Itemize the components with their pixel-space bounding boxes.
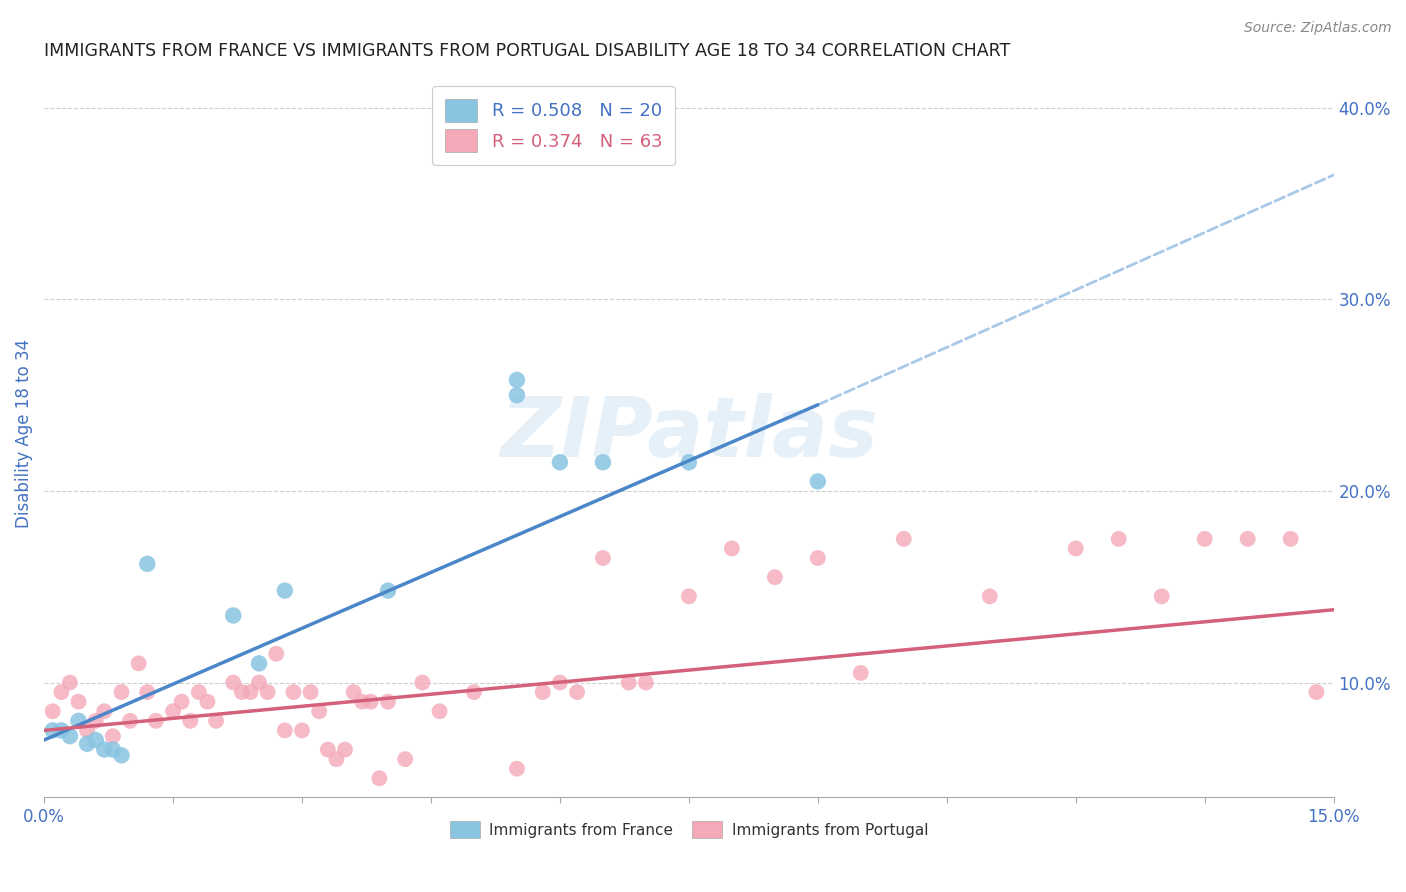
Point xyxy=(59,729,82,743)
Point xyxy=(274,723,297,738)
Point xyxy=(1150,590,1173,604)
Point xyxy=(325,752,347,766)
Text: IMMIGRANTS FROM FRANCE VS IMMIGRANTS FROM PORTUGAL DISABILITY AGE 18 TO 34 CORRE: IMMIGRANTS FROM FRANCE VS IMMIGRANTS FRO… xyxy=(44,42,1011,60)
Point xyxy=(222,608,245,623)
Point xyxy=(678,590,700,604)
Point xyxy=(170,695,193,709)
Point xyxy=(76,723,98,738)
Point xyxy=(101,742,124,756)
Point xyxy=(1279,532,1302,546)
Y-axis label: Disability Age 18 to 34: Disability Age 18 to 34 xyxy=(15,339,32,528)
Point xyxy=(316,742,339,756)
Point xyxy=(110,748,132,763)
Point xyxy=(67,695,90,709)
Point xyxy=(67,714,90,728)
Point xyxy=(1108,532,1130,546)
Point xyxy=(274,583,297,598)
Point xyxy=(849,665,872,680)
Point xyxy=(565,685,588,699)
Point xyxy=(506,762,529,776)
Point xyxy=(291,723,314,738)
Point xyxy=(222,675,245,690)
Point xyxy=(592,455,614,469)
Point xyxy=(429,704,451,718)
Point xyxy=(352,695,374,709)
Point xyxy=(51,723,73,738)
Point xyxy=(721,541,744,556)
Point xyxy=(145,714,167,728)
Point xyxy=(807,551,830,566)
Point xyxy=(93,704,115,718)
Point xyxy=(239,685,262,699)
Point xyxy=(368,772,391,786)
Point xyxy=(463,685,485,699)
Point xyxy=(76,737,98,751)
Point xyxy=(617,675,640,690)
Point xyxy=(299,685,322,699)
Point xyxy=(101,729,124,743)
Point xyxy=(979,590,1001,604)
Point xyxy=(360,695,382,709)
Point xyxy=(84,733,107,747)
Point xyxy=(506,373,529,387)
Point xyxy=(807,475,830,489)
Point xyxy=(247,657,270,671)
Point xyxy=(264,647,287,661)
Point xyxy=(84,714,107,728)
Point xyxy=(333,742,356,756)
Point xyxy=(308,704,330,718)
Point xyxy=(411,675,433,690)
Point xyxy=(162,704,184,718)
Point xyxy=(41,723,63,738)
Point xyxy=(893,532,915,546)
Text: ZIPatlas: ZIPatlas xyxy=(501,393,877,474)
Point xyxy=(531,685,554,699)
Point xyxy=(128,657,150,671)
Text: Source: ZipAtlas.com: Source: ZipAtlas.com xyxy=(1244,21,1392,35)
Point xyxy=(136,557,159,571)
Point xyxy=(197,695,219,709)
Point xyxy=(93,742,115,756)
Point xyxy=(256,685,278,699)
Point xyxy=(1064,541,1087,556)
Point xyxy=(394,752,416,766)
Point xyxy=(283,685,305,699)
Point xyxy=(506,388,529,402)
Point xyxy=(231,685,253,699)
Point xyxy=(377,695,399,709)
Point xyxy=(377,583,399,598)
Point xyxy=(763,570,786,584)
Point xyxy=(548,455,571,469)
Point xyxy=(548,675,571,690)
Point xyxy=(51,685,73,699)
Point xyxy=(678,455,700,469)
Point xyxy=(187,685,209,699)
Point xyxy=(342,685,364,699)
Point xyxy=(1236,532,1258,546)
Legend: Immigrants from France, Immigrants from Portugal: Immigrants from France, Immigrants from … xyxy=(444,814,934,845)
Point xyxy=(179,714,201,728)
Point xyxy=(1194,532,1216,546)
Point xyxy=(41,704,63,718)
Point xyxy=(1305,685,1327,699)
Point xyxy=(59,675,82,690)
Point xyxy=(120,714,142,728)
Point xyxy=(634,675,657,690)
Point xyxy=(592,551,614,566)
Point xyxy=(110,685,132,699)
Point xyxy=(205,714,228,728)
Point xyxy=(136,685,159,699)
Point xyxy=(247,675,270,690)
